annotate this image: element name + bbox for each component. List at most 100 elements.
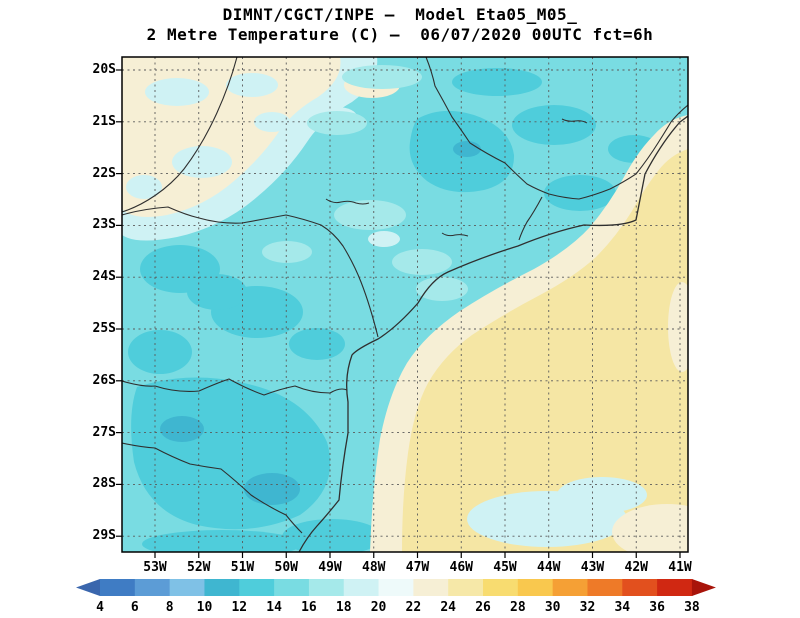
state-border-parana-river xyxy=(122,57,238,213)
lat-label-25S: 25S xyxy=(92,321,116,336)
colorbar: 4 6 8 10 12 14 16 18 20 22 24 26 28 30 32 34 36 38 xyxy=(76,579,716,615)
colorbar-tick-24: 24 xyxy=(440,600,456,615)
colorbar-tick-22: 22 xyxy=(406,600,422,615)
colorbar-segment-6-8 xyxy=(134,579,171,596)
reservoir-squiggle-1 xyxy=(325,198,370,205)
lon-label-41W: 41W xyxy=(668,560,692,575)
colorbar-segment-32-34 xyxy=(587,579,623,596)
colorbar-segment-4-6 xyxy=(100,579,136,596)
temp-spot-cold-south-2 xyxy=(160,416,204,442)
temp-region-cool-upland-3 xyxy=(544,175,616,211)
colorbar-segment-30-32 xyxy=(552,579,588,596)
lon-label-51W: 51W xyxy=(230,560,255,575)
lon-label-52W: 52W xyxy=(187,560,211,575)
colorbar-segment-28-30 xyxy=(517,579,554,596)
colorbar-segment-26-28 xyxy=(483,579,519,596)
temp-spot-cold-1 xyxy=(453,141,481,157)
colorbar-tick-8: 8 xyxy=(166,600,174,615)
reservoir-squiggle-2 xyxy=(441,232,469,237)
colorbar-tick-30: 30 xyxy=(545,600,561,615)
lon-label-50W: 50W xyxy=(274,560,298,575)
colorbar-tick-6: 6 xyxy=(131,600,139,615)
temp-patch-mild-3 xyxy=(307,111,367,135)
lon-label-42W: 42W xyxy=(624,560,648,575)
map-canvas xyxy=(116,56,689,558)
colorbar-segment-20-22 xyxy=(378,579,414,596)
temp-region-ocean-24-26C xyxy=(402,149,688,552)
map-title-line2: 2 Metre Temperature (C) — 06/07/2020 00U… xyxy=(146,25,654,44)
colorbar-tick-34: 34 xyxy=(614,600,630,615)
colorbar-tick-14: 14 xyxy=(266,600,282,615)
colorbar-tick-4: 4 xyxy=(96,600,104,615)
temp-region-cool-west-4 xyxy=(128,330,192,374)
lon-label-46W: 46W xyxy=(449,560,473,575)
colorbar-tick-36: 36 xyxy=(649,600,665,615)
colorbar-tick-18: 18 xyxy=(336,600,352,615)
colorbar-arrow-right xyxy=(691,579,716,596)
lon-label-44W: 44W xyxy=(537,560,561,575)
border-layer xyxy=(122,57,688,552)
colorbar-segment-22-24 xyxy=(413,579,449,596)
temp-patch-mild-6 xyxy=(368,231,400,247)
colorbar-segment-36-38 xyxy=(657,579,693,596)
map-title-line1: DIMNT/CGCT/INPE — Model Eta05_M05_ xyxy=(222,5,578,24)
reservoir-squiggle-3 xyxy=(561,118,588,124)
temp-patch-mild-2 xyxy=(392,249,452,275)
lat-label-29S: 29S xyxy=(92,528,116,544)
state-border-pr-sc xyxy=(122,378,348,396)
lon-label-47W: 47W xyxy=(405,560,430,575)
temp-patch-mild-1 xyxy=(334,200,406,230)
tick-layer xyxy=(116,69,681,558)
colorbar-tick-26: 26 xyxy=(475,600,491,615)
lat-label-22S: 22S xyxy=(92,165,116,181)
lat-label-28S: 28S xyxy=(92,476,116,492)
temp-spot-cold-south-1 xyxy=(244,473,300,505)
grid-layer xyxy=(122,57,688,552)
colorbar-tick-28: 28 xyxy=(510,600,526,615)
state-border-sp-pr xyxy=(122,206,379,338)
temp-patch-mild-4 xyxy=(416,277,468,301)
temp-region-ocean-edge-cream xyxy=(668,282,688,372)
temp-region-ocean-cool-patch-2 xyxy=(557,477,647,513)
colorbar-segment-12-14 xyxy=(239,579,275,596)
temp-patch-mild-5 xyxy=(262,241,312,263)
lat-label-21S: 21S xyxy=(92,113,116,129)
colorbar-tick-32: 32 xyxy=(580,600,596,615)
lat-label-24S: 24S xyxy=(92,269,116,285)
colorbar-tick-16: 16 xyxy=(301,600,317,615)
temp-region-cool-south-coast xyxy=(282,519,382,552)
lon-label-45W: 45W xyxy=(493,560,517,575)
colorbar-segment-8-10 xyxy=(169,579,205,596)
lon-label-53W: 53W xyxy=(143,560,167,575)
temp-region-cool-west-3 xyxy=(187,274,247,310)
colorbar-segment-24-26 xyxy=(448,579,484,596)
colorbar-tick-12: 12 xyxy=(231,600,247,615)
lat-label-26S: 26S xyxy=(92,372,116,388)
lat-label-20S: 20S xyxy=(92,62,116,77)
temp-patch-nw-2 xyxy=(226,73,278,97)
lat-label-23S: 23S xyxy=(92,217,116,233)
temp-region-ocean-corner-cream xyxy=(612,504,688,552)
colorbar-segment-34-36 xyxy=(622,579,658,596)
coastline xyxy=(298,115,688,552)
colorbar-tick-20: 20 xyxy=(371,600,387,615)
lon-label-49W: 49W xyxy=(318,560,342,575)
colorbar-arrow-left xyxy=(76,579,100,596)
colorbar-segment-16-18 xyxy=(308,579,345,596)
temp-patch-nw-4 xyxy=(126,175,162,199)
lon-label-48W: 48W xyxy=(362,560,386,575)
temp-patch-top-center xyxy=(342,65,422,89)
temp-patch-nw-1 xyxy=(145,78,209,106)
colorbar-tick-10: 10 xyxy=(197,600,213,615)
temp-patch-nw-3 xyxy=(172,146,232,178)
lat-label-27S: 27S xyxy=(92,424,116,440)
temp-region-cool-center xyxy=(289,328,345,360)
state-border-mg xyxy=(425,57,688,200)
colorbar-tick-38: 38 xyxy=(684,600,700,615)
state-border-sp-rj xyxy=(518,196,543,241)
colorbar-segment-10-12 xyxy=(204,579,240,596)
colorbar-segment-18-20 xyxy=(343,579,380,596)
map-frame xyxy=(121,56,689,553)
temp-region-cool-upland-5 xyxy=(452,68,542,96)
